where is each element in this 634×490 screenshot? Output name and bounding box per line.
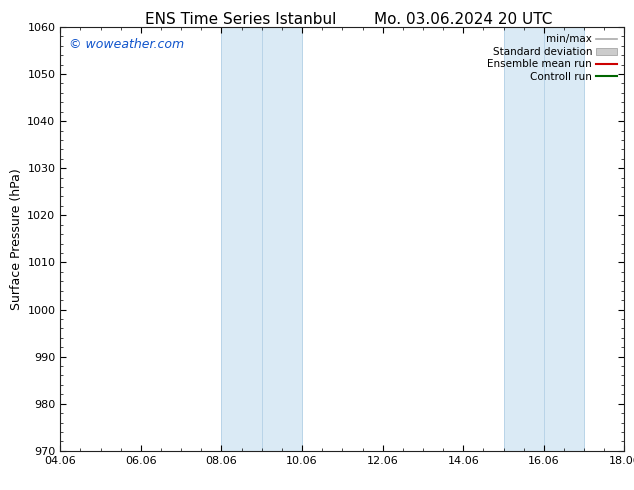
Text: © woweather.com: © woweather.com	[68, 38, 184, 50]
Bar	[503, 27, 544, 451]
Text: Mo. 03.06.2024 20 UTC: Mo. 03.06.2024 20 UTC	[373, 12, 552, 27]
Y-axis label: Surface Pressure (hPa): Surface Pressure (hPa)	[10, 168, 23, 310]
Bar	[544, 27, 584, 451]
Legend: min/max, Standard deviation, Ensemble mean run, Controll run: min/max, Standard deviation, Ensemble me…	[486, 32, 619, 84]
Bar	[262, 27, 302, 451]
Bar	[221, 27, 262, 451]
Text: ENS Time Series Istanbul: ENS Time Series Istanbul	[145, 12, 337, 27]
